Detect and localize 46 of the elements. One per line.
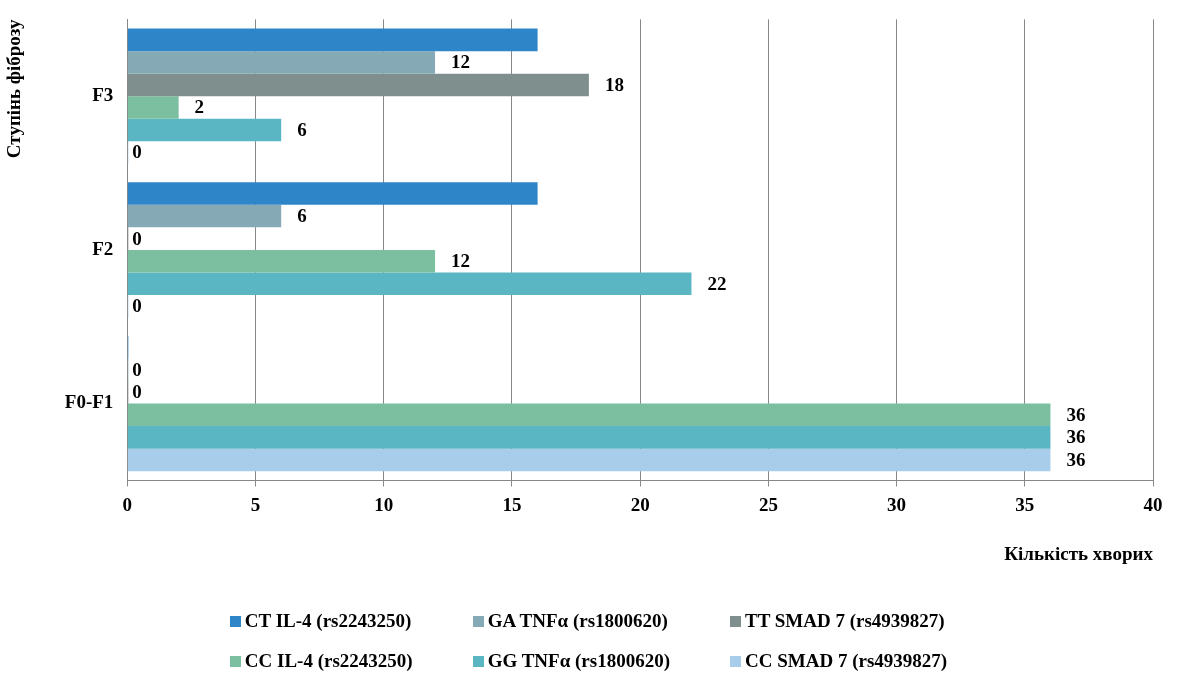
bar bbox=[127, 28, 538, 52]
x-axis-title: Кількість хворих bbox=[1004, 542, 1154, 564]
bar bbox=[127, 426, 1051, 449]
y-tick-label: F0-F1 bbox=[64, 391, 114, 413]
data-label: 36 bbox=[1066, 448, 1086, 470]
legend-label: GA TNFα (rs1800620) bbox=[486, 610, 669, 632]
bar bbox=[127, 182, 538, 205]
x-tick-label: 30 bbox=[887, 493, 907, 515]
x-tick-label: 25 bbox=[758, 493, 778, 515]
bar bbox=[127, 403, 1051, 427]
bar bbox=[127, 272, 692, 295]
bar bbox=[127, 249, 436, 273]
legend-label: GG TNFα (rs1800620) bbox=[486, 650, 670, 672]
data-label: 18 bbox=[604, 73, 624, 95]
legend-label: CC SMAD 7 (rs4939827) bbox=[744, 650, 948, 672]
legend-label: CC IL-4 (rs2243250) bbox=[243, 650, 413, 672]
y-tick-label: F2 bbox=[92, 237, 114, 259]
x-tick-label: 5 bbox=[250, 493, 261, 515]
data-label: 6 bbox=[297, 118, 307, 140]
data-label: 2 bbox=[194, 96, 205, 118]
x-tick-label: 0 bbox=[122, 493, 133, 515]
x-tick-label: 40 bbox=[1143, 493, 1163, 515]
data-label: 12 bbox=[451, 250, 471, 272]
x-tick-label: 35 bbox=[1015, 493, 1035, 515]
y-axis-title: Ступінь фіброзу bbox=[3, 18, 25, 159]
legend-label: TT SMAD 7 (rs4939827) bbox=[744, 610, 946, 632]
data-label: 0 bbox=[132, 358, 142, 380]
x-tick-label: 15 bbox=[502, 493, 522, 515]
bar bbox=[127, 51, 436, 74]
data-label: 0 bbox=[132, 141, 142, 163]
data-label: 36 bbox=[1066, 403, 1086, 425]
bar bbox=[127, 96, 179, 119]
data-label: 0 bbox=[132, 381, 142, 403]
data-label: 0 bbox=[132, 295, 142, 317]
bar bbox=[127, 204, 282, 228]
data-label: 0 bbox=[132, 227, 142, 249]
bar bbox=[127, 448, 1051, 472]
data-label: 22 bbox=[707, 272, 727, 294]
x-tick-label: 20 bbox=[630, 493, 650, 515]
legend-label: CT IL-4 (rs2243250) bbox=[243, 610, 413, 632]
data-label: 6 bbox=[297, 205, 307, 226]
data-label: 36 bbox=[1066, 426, 1086, 448]
data-label: 12 bbox=[451, 51, 471, 73]
x-tick-label: 10 bbox=[374, 493, 394, 515]
bar bbox=[127, 118, 282, 142]
y-tick-label: F3 bbox=[92, 84, 114, 106]
